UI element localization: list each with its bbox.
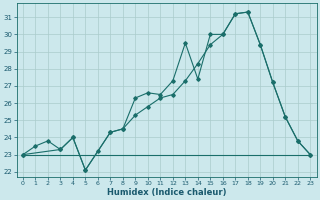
X-axis label: Humidex (Indice chaleur): Humidex (Indice chaleur)	[107, 188, 226, 197]
